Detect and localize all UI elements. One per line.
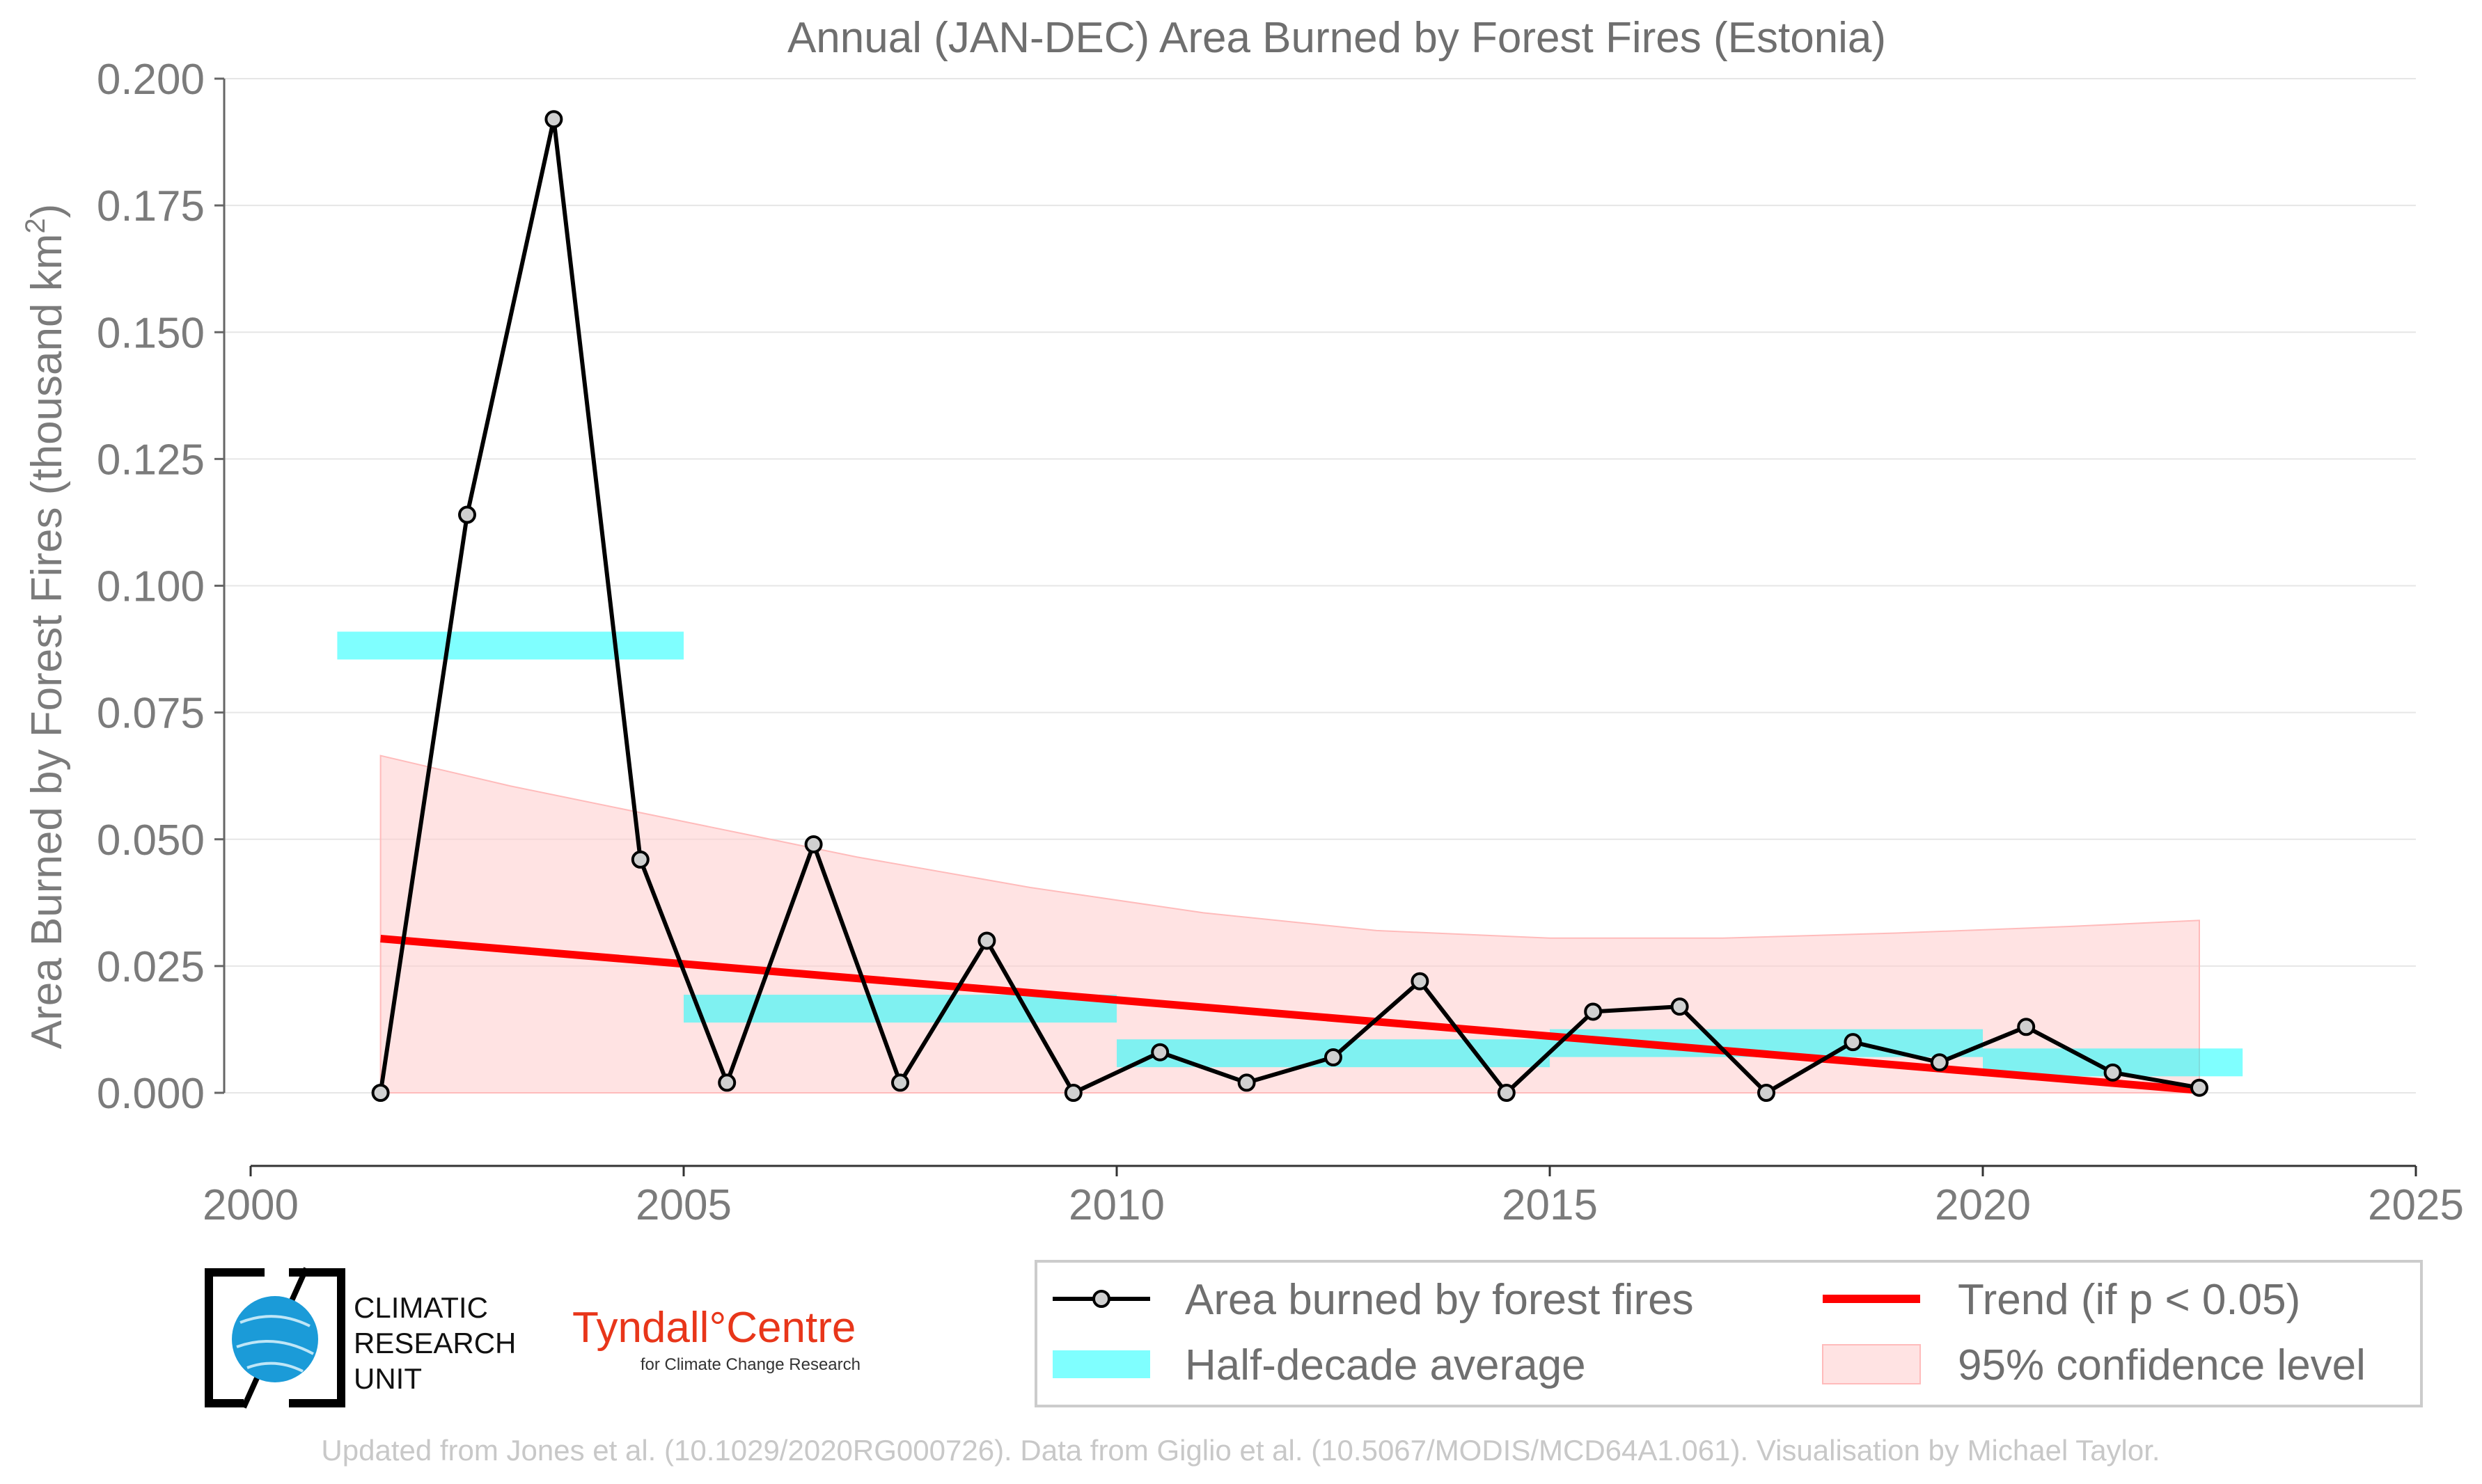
area-burned-point [977,931,996,950]
legend-item-half-decade: Half-decade average [1053,1341,1586,1389]
area-burned-point [2190,1078,2208,1097]
trend-layer [380,935,2200,1094]
legend: Area burned by forest fires Trend (if p … [1035,1260,2423,1407]
legend-item-confidence: 95% confidence level [1822,1341,2366,1389]
x-tick-label: 2025 [2368,1181,2464,1229]
tyndall-logo: Tyndall°Centre for Climate Change Resear… [572,1304,861,1374]
x-tick-label: 2020 [1935,1181,2031,1229]
area-burned-point [1670,997,1689,1016]
legend-confidence-swatch [1822,1344,1921,1384]
footer-credit: Updated from Jones et al. (10.1029/2020R… [321,1434,2160,1467]
y-tick-label: 0.125 [97,436,205,484]
cru-bracket-left [205,1268,265,1407]
legend-item-trend: Trend (if p < 0.05) [1823,1276,2300,1324]
legend-label-confidence: 95% confidence level [1958,1341,2366,1389]
area-burned-point [1237,1073,1256,1092]
legend-box [1035,1260,2423,1407]
area-burned-point [1411,972,1429,990]
area-burned-point [718,1073,737,1092]
legend-label-trend: Trend (if p < 0.05) [1958,1276,2300,1324]
x-tick-label: 2015 [1502,1181,1598,1229]
area-burned-point [631,850,650,869]
area-burned-layer [371,110,2208,1102]
legend-label-half-decade: Half-decade average [1185,1341,1586,1389]
y-tick-label: 0.075 [97,690,205,738]
cru-bracket-right [289,1268,345,1407]
area-burned-point [1324,1048,1342,1067]
y-axis-title-end: ) [23,204,71,219]
legend-half-decade-swatch [1053,1350,1150,1378]
cru-line-1: CLIMATIC [354,1291,488,1324]
y-tick-label: 0.150 [97,309,205,357]
cru-line-3: UNIT [354,1362,422,1395]
area-burned-point [1930,1053,1949,1072]
area-burned-point [544,110,563,129]
area-burned-point [1757,1084,1775,1102]
y-tick-label: 0.100 [97,563,205,611]
cru-logo: CLIMATIC RESEARCH UNIT [205,1267,516,1409]
globe-swirl-icon [236,1315,314,1373]
x-tick-label: 2000 [203,1181,299,1229]
y-ticks: 0.000 0.025 0.050 0.075 0.100 0.125 0.150 0.175… [97,56,224,1118]
area-burned-point [1844,1033,1862,1052]
trend-line [380,935,2200,1094]
y-tick-label: 0.000 [97,1070,205,1118]
y-axis-title: Area Burned by Forest Fires (thousand km… [20,204,71,1050]
globe-icon [232,1296,318,1382]
cru-line-2: RESEARCH [354,1327,516,1359]
chart-title: Annual (JAN-DEC) Area Burned by Forest F… [787,14,1886,62]
y-tick-label: 0.200 [97,56,205,104]
x-ticks: 2000 2005 2010 2015 2020 2025 [203,1166,2464,1229]
y-tick-label: 0.175 [97,182,205,230]
area-burned-point [1151,1043,1170,1061]
area-burned-point [2017,1018,2036,1036]
tyndall-subtitle: for Climate Change Research [641,1355,861,1374]
area-burned-point [1497,1084,1516,1102]
area-burned-point [458,505,476,524]
area-burned-line [378,117,2200,1095]
area-burned-point [1064,1084,1083,1102]
legend-item-area-burned: Area burned by forest fires [1053,1276,1694,1324]
y-tick-label: 0.025 [97,943,205,991]
area-burned-point [891,1073,909,1092]
tyndall-title: Tyndall°Centre [572,1304,856,1352]
area-burned-point [1584,1002,1603,1021]
y-axis-title-sup: 2 [20,218,51,233]
legend-marker-swatch [1092,1290,1110,1308]
y-axis-title-main: Area Burned by Forest Fires (thousand km [23,234,71,1050]
x-tick-label: 2005 [636,1181,732,1229]
area-burned-point [804,835,823,854]
half-decade-bar [337,631,684,660]
y-tick-label: 0.050 [97,816,205,865]
x-tick-label: 2010 [1069,1181,1165,1229]
area-burned-point [371,1084,390,1102]
area-burned-point [2103,1063,2122,1082]
legend-label-area-burned: Area burned by forest fires [1185,1276,1694,1324]
